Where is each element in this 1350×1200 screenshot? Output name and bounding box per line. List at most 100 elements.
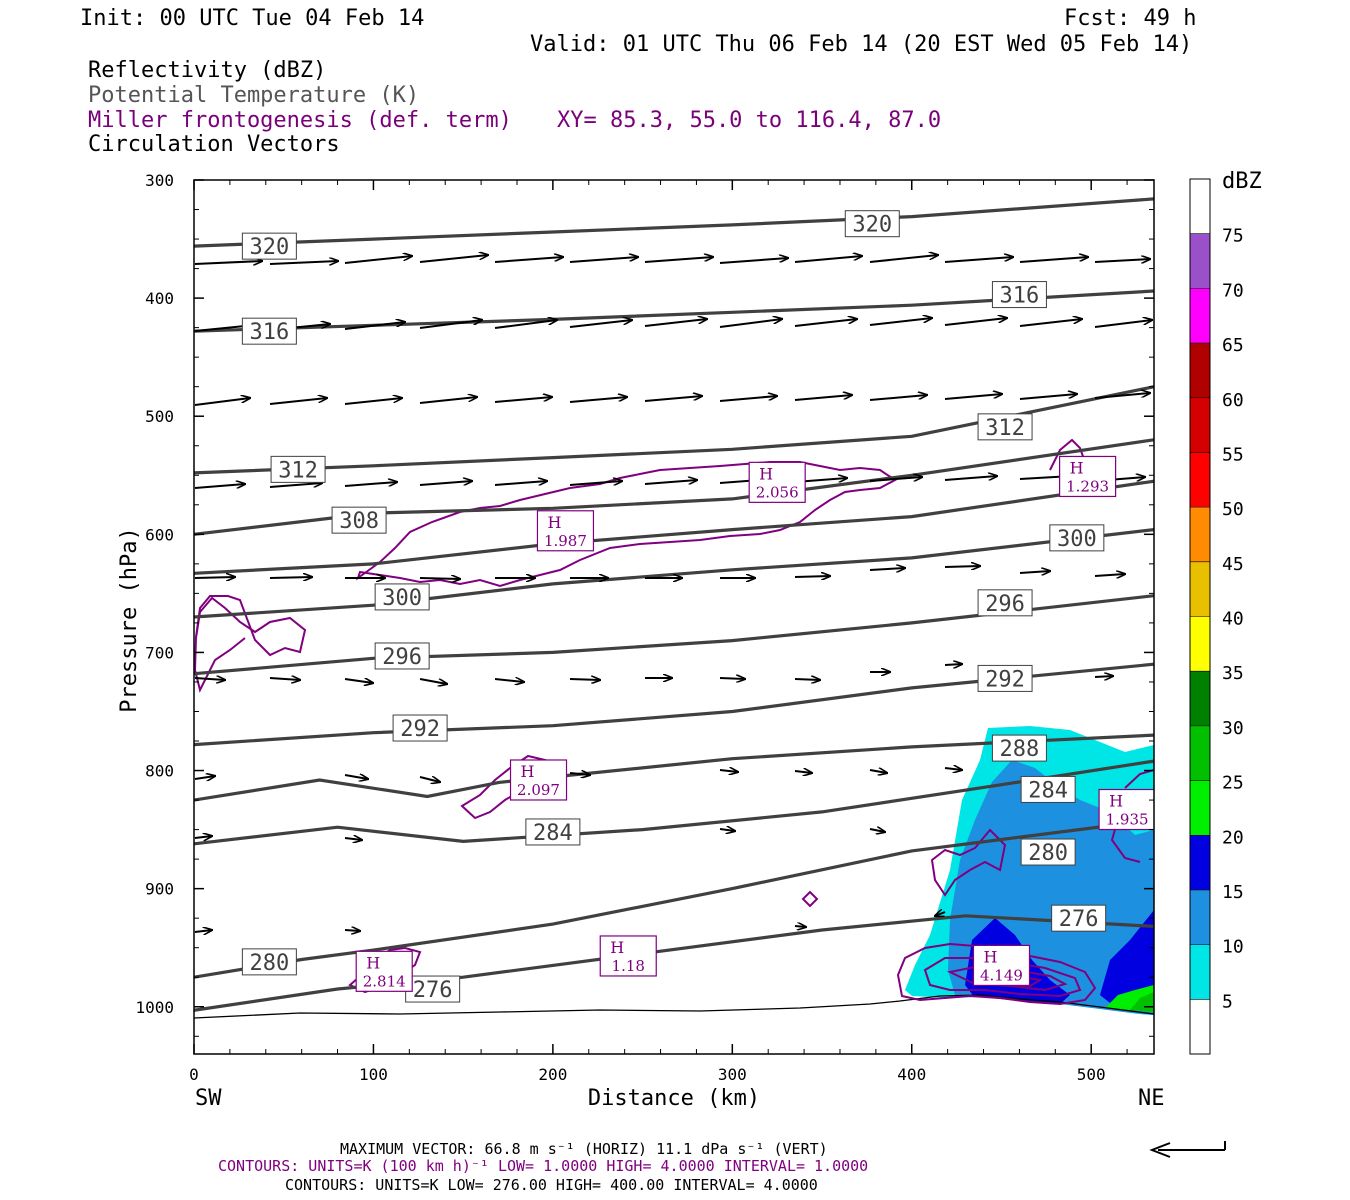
frontogenesis-max-marker: H (610, 938, 624, 957)
cross-section-endpoints: XY= 85.3, 55.0 to 116.4, 87.0 (557, 108, 941, 133)
y-tick-label: 700 (145, 643, 174, 662)
colorbar-tick-label: 20 (1222, 827, 1244, 848)
colorbar-swatch (1190, 343, 1210, 398)
theta-label-box (844, 210, 900, 238)
theta-label-300: 300 (382, 586, 422, 611)
frontogenesis-max-value: 2.056 (756, 483, 799, 501)
frontogenesis-contour-info: CONTOURS: UNITS=K (100 km h)⁻¹ LOW= 1.00… (218, 1157, 868, 1175)
max-vector-label: MAXIMUM VECTOR: 66.8 m s⁻¹ (HORIZ) 11.1 … (340, 1140, 828, 1158)
x-axis-label: Distance (km) (588, 1086, 760, 1111)
theta-contours (194, 197, 1154, 1012)
frontogenesis-max-box (972, 944, 1031, 987)
theta-label-box (405, 975, 461, 1003)
frontogenesis-max-box (1059, 455, 1117, 498)
frontogenesis-max-value: 4.149 (980, 966, 1023, 984)
frontogenesis-max-value: 2.097 (517, 781, 560, 799)
y-axis: 300 400 500 600 700 800 900 1000 (135, 171, 1154, 1037)
theta-label-280: 280 (1028, 841, 1068, 866)
terrain-line (194, 994, 1154, 1019)
colorbar-swatch (1190, 397, 1210, 453)
circulation-vectors (194, 255, 1152, 932)
x-tick-label: 400 (897, 1065, 926, 1084)
frontogenesis-max-box (536, 510, 595, 552)
theta-label-box (1051, 904, 1107, 932)
theta-label-box (1020, 838, 1076, 866)
colorbar-tick-label: 50 (1222, 499, 1244, 520)
frontogenesis-max-box (509, 759, 568, 801)
init-label: Init: 00 UTC Tue 04 Feb 14 (80, 6, 424, 31)
frontogenesis-max-box (355, 950, 413, 992)
frontogenesis-max-marker: H (983, 947, 997, 966)
theta-contour-320 (194, 197, 1154, 248)
field-label-frontogenesis: Miller frontogenesis (def. term) (88, 108, 512, 133)
theta-label-box (241, 317, 297, 345)
theta-contour-284 (194, 759, 1154, 846)
y-tick-label: 600 (145, 525, 174, 544)
colorbar-swatch (1190, 835, 1210, 890)
colorbar-tick-label: 75 (1222, 226, 1244, 247)
colorbar-swatch (1190, 507, 1210, 562)
frontogenesis-max-box (1098, 788, 1154, 831)
theta-label-box (977, 413, 1033, 441)
x-axis-right-end: NE (1138, 1086, 1165, 1111)
theta-label-box (374, 583, 430, 611)
theta-label-292: 292 (985, 667, 1025, 692)
colorbar-swatch (1190, 288, 1210, 344)
y-tick-label: 300 (145, 171, 174, 190)
x-tick-label: 0 (189, 1065, 199, 1084)
frontogenesis-max-value: 1.293 (1066, 477, 1109, 495)
y-axis-label: Pressure (hPa) (117, 527, 142, 712)
theta-label-320: 320 (852, 213, 892, 238)
colorbar-tick-label: 45 (1222, 554, 1244, 575)
theta-label-box (374, 642, 430, 670)
colorbar-tick-label: 60 (1222, 390, 1244, 411)
theta-contour-296 (194, 594, 1154, 676)
frontogenesis-max-value: 1.987 (544, 532, 587, 550)
terrain-mask (194, 997, 1154, 1054)
theta-label-284: 284 (1028, 778, 1068, 803)
theta-contour-288 (194, 733, 1154, 802)
colorbar-tick-label: 70 (1222, 280, 1244, 301)
theta-label-box (241, 948, 297, 976)
x-axis: 0 100 200 300 400 500 (189, 180, 1128, 1084)
theta-label-box (525, 818, 581, 846)
refl-15dbz-east (1100, 910, 1154, 1003)
y-tick-label: 500 (145, 407, 174, 426)
reflectivity-colorbar: 5 10 15 20 25 30 35 40 45 50 55 60 65 70 75 (1189, 178, 1244, 1055)
theta-label-288: 288 (1000, 737, 1040, 762)
theta-contour-292 (194, 662, 1154, 747)
frontogenesis-max-marker: H (759, 464, 773, 483)
theta-label-312: 312 (278, 458, 318, 483)
theta-label-292: 292 (400, 717, 440, 742)
y-tick-label: 400 (145, 289, 174, 308)
y-tick-label: 1000 (135, 998, 174, 1017)
colorbar-unit-label: dBZ (1222, 169, 1262, 194)
theta-label-box (392, 714, 448, 742)
x-tick-label: 300 (718, 1065, 747, 1084)
frontogenesis-max-marker: H (366, 953, 380, 972)
theta-contour-304 (194, 479, 1154, 575)
frontogenesis-max-marker: H (1070, 458, 1084, 477)
colorbar-tick-label: 65 (1222, 335, 1244, 356)
theta-label-276: 276 (1059, 907, 1099, 932)
frontogenesis-max-marker: H (1109, 792, 1123, 811)
theta-contour-280 (194, 818, 1154, 979)
x-tick-label: 200 (538, 1065, 567, 1084)
theta-label-316: 316 (1000, 284, 1040, 309)
colorbar-tick-label: 40 (1222, 609, 1244, 630)
y-tick-label: 900 (145, 880, 174, 899)
colorbar-swatch (1190, 179, 1210, 234)
theta-label-300: 300 (1057, 527, 1097, 552)
theta-label-box (331, 506, 387, 534)
colorbar-swatch (1190, 233, 1210, 289)
frontogenesis-max-marker: H (547, 513, 561, 532)
reference-vector-icon (1149, 1141, 1226, 1158)
x-tick-label: 100 (359, 1065, 388, 1084)
y-tick-label: 800 (145, 762, 174, 781)
colorbar-swatch (1190, 725, 1210, 781)
colorbar-swatch (1190, 561, 1210, 617)
theta-label-280: 280 (249, 951, 289, 976)
frontogenesis-max-box (748, 461, 806, 503)
theta-label-box (977, 589, 1033, 617)
theta-label-316: 316 (249, 320, 289, 345)
